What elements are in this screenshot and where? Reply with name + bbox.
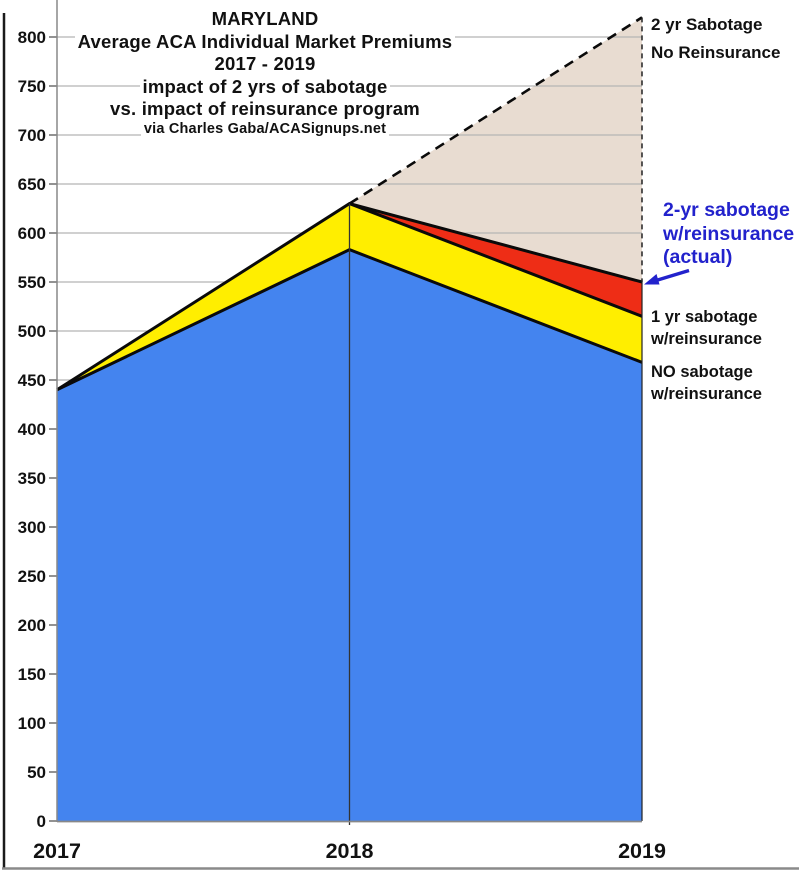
chart-title-years: 2017 - 2019 [0,53,530,76]
label-nosab-line2: w/reinsurance [651,384,762,403]
ytick-label-500: 500 [18,322,46,341]
label-actual-line1: 2-yr sabotage [663,199,790,221]
ytick-label-650: 650 [18,175,46,194]
label-no-sabotage-w-reinsurance: NO sabotage w/reinsurance [651,362,762,405]
ytick-label-50: 50 [27,763,46,782]
ytick-label-0: 0 [37,812,46,831]
ytick-label-100: 100 [18,714,46,733]
line-actual-top [349,202,643,284]
chart-subtitle-sabotage: impact of 2 yrs of sabotage [0,75,530,99]
ytick-label-250: 250 [18,567,46,586]
ytick-label-200: 200 [18,616,46,635]
label-2yr-sabotage: 2 yr Sabotage [651,15,763,34]
label-1yr-line1: 1 yr sabotage [651,308,758,326]
label-nosab-line1: NO sabotage [651,363,753,381]
ytick-label-150: 150 [18,665,46,684]
chart-title-state: MARYLAND [0,8,530,31]
actual-arrow-head [644,274,660,285]
label-actual-line2: w/reinsurance [663,222,795,245]
ytick-label-450: 450 [18,371,46,390]
xtick-label-2019: 2019 [618,839,666,863]
chart-subtitle-reinsurance: vs. impact of reinsurance program [0,98,530,121]
ytick-label-400: 400 [18,420,46,439]
label-actual-2yr-sabotage-w-reinsurance: 2-yr sabotage w/reinsurance (actual) [663,199,794,270]
chart-title-main: Average ACA Individual Market Premiums [0,30,530,54]
label-1yr-sabotage-w-reinsurance: 1 yr sabotage w/reinsurance [651,307,762,350]
label-1yr-line2: w/reinsurance [651,329,762,348]
ytick-label-700: 700 [18,126,46,145]
actual-arrow-shaft [655,268,690,283]
label-actual-line3: (actual) [663,246,733,268]
chart-title-block: MARYLAND Average ACA Individual Market P… [0,8,530,138]
ytick-label-350: 350 [18,469,46,488]
label-no-reinsurance: No Reinsurance [651,43,781,62]
ytick-label-300: 300 [18,518,46,537]
ytick-label-750: 750 [18,77,46,96]
xtick-label-2017: 2017 [33,839,81,863]
area-2yr-sabotage-no-reinsurance [349,17,642,283]
xtick-label-2018: 2018 [326,839,374,863]
chart-attribution: via Charles Gaba/ACASignups.net [0,120,530,138]
ytick-label-550: 550 [18,273,46,292]
ytick-label-800: 800 [18,28,46,47]
ytick-label-600: 600 [18,224,46,243]
line-no-reinsurance-dashed [348,16,643,205]
